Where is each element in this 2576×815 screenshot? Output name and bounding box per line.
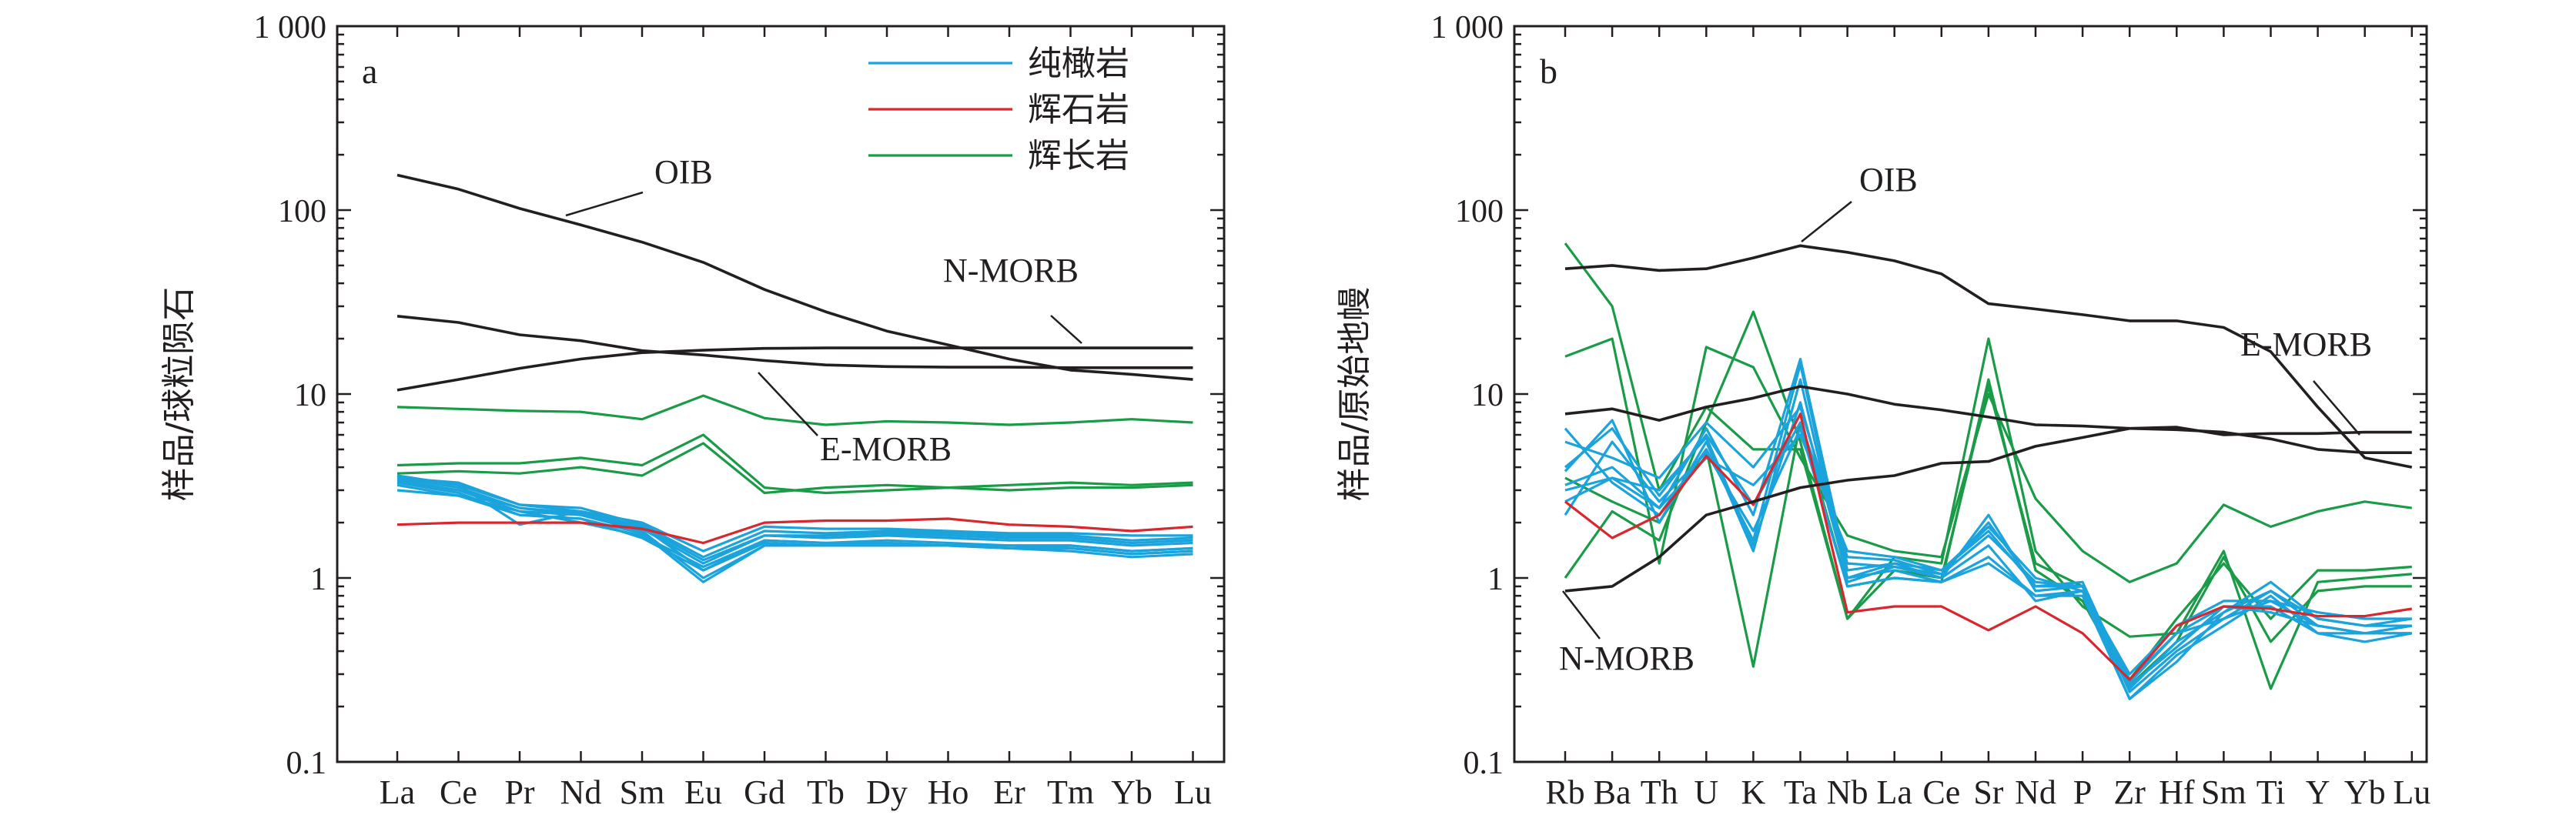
x-tick-label: La [380,773,415,811]
x-tick-label: K [1741,773,1766,811]
x-tick-label: Eu [684,773,722,811]
y-tick-label: 1 000 [1431,10,1504,45]
leader-line-n-morb [1050,315,1082,344]
x-tick-label: Pr [504,773,534,811]
y-tick-label: 1 000 [254,10,327,45]
reference-label-n-morb: N-MORB [943,252,1079,289]
reference-label-n-morb: N-MORB [1559,640,1694,677]
series-line-dunite-1 [396,479,1193,580]
panel-label: b [1540,52,1557,91]
y-tick-label: 1 [310,562,326,597]
reference-line-oib [1564,244,2413,469]
y-tick-label: 10 [1471,378,1504,413]
legend-label: 纯橄岩 [1028,44,1129,83]
x-tick-label: Th [1641,773,1678,811]
reference-label-oib: OIB [1859,161,1918,199]
x-tick-label: Rb [1545,773,1584,811]
reference-label-e-morb: E-MORB [820,430,952,468]
y-tick-label: 1 [1487,562,1504,597]
x-tick-label: Lu [1174,773,1212,811]
series-line-gabbro-12 [396,442,1193,495]
reference-line-e-morb [1564,385,2412,455]
x-tick-label: Ce [1922,773,1960,811]
y-axis-label: 样品/原始地幔 [1335,287,1374,502]
x-tick-label: Yb [2344,773,2386,811]
y-tick-label: 100 [278,194,326,229]
reference-line-n-morb [1564,426,2412,593]
x-tick-label: P [2073,773,2092,811]
panel-b-spider-chart: 0.1 1 10 100 1 000 Rb Ba Th U K Ta Nb La Ce Sr Nd P Zr Hf S… [1335,10,2430,811]
x-tick-label: Sm [2201,773,2246,811]
x-tick-label: Ta [1784,773,1817,811]
x-tick-label: Sr [1973,773,2003,811]
leader-line-oib [565,191,644,217]
series-line-dunite-5 [1564,421,2413,681]
y-tick-label: 0.1 [1464,746,1504,781]
reference-line-n-morb [396,346,1193,392]
x-tick-label: La [1876,773,1912,811]
x-tick-label: Tm [1047,773,1094,811]
x-tick-label: Nd [560,773,602,811]
x-tick-label: Nd [2015,773,2056,811]
x-tick-label: Ba [1594,773,1631,811]
series-line-dunite-1 [1564,378,2412,700]
x-tick-label: Er [993,773,1025,811]
x-tick-label: Sm [620,773,665,811]
reference-label-e-morb: E-MORB [2240,326,2372,363]
legend-label: 辉石岩 [1028,90,1129,129]
x-tick-label: Ce [440,773,477,811]
series-line-dunite-5 [396,483,1193,569]
x-tick-label: U [1694,773,1718,811]
reference-line-e-morb [396,315,1193,369]
series-line-pyroxenite-8 [1564,413,2413,681]
x-tick-label: Tb [807,773,845,811]
x-tick-label: Y [2306,773,2330,811]
y-axis-label: 样品/球粒陨石 [159,287,199,502]
series-line-dunite-7 [1564,406,2412,684]
series-line-dunite-6 [396,489,1193,572]
leader-line-n-morb [1562,590,1601,640]
panel-label: a [362,52,377,91]
x-tick-label: Zr [2113,773,2146,811]
x-tick-label: Hf [2159,773,2195,811]
series-line-dunite-4 [396,476,1193,559]
series-line-dunite-8 [396,481,1193,562]
x-tick-label: Ho [928,773,969,811]
leader-line-oib [1801,201,1852,242]
series-line-dunite-2 [1564,357,2413,687]
y-tick-label: 0.1 [286,746,327,781]
leader-line-e-morb [758,372,818,436]
series-line-gabbro-11 [396,433,1193,495]
x-tick-label: Yb [1111,773,1153,811]
legend-label: 辉长岩 [1028,136,1129,175]
series-line-gabbro-10 [1564,337,2413,583]
series-line-dunite-4 [1564,401,2413,700]
y-tick-label: 10 [294,378,326,413]
series-line-gabbro-10 [396,394,1193,426]
y-tick-label: 100 [1455,194,1504,229]
leader-line-e-morb [2313,380,2360,436]
panel-a-ree-chart: 0.1 1 10 100 1 000 La Ce Pr Nd Sm Eu Gd Tb Dy Ho Er Tm Yb… [159,10,1226,811]
x-tick-label: Nb [1827,773,1868,811]
x-tick-label: Dy [866,773,908,811]
x-tick-label: Ti [2257,773,2286,811]
x-tick-label: Gd [744,773,785,811]
x-tick-label: Lu [2393,773,2430,811]
reference-label-oib: OIB [654,153,713,191]
series-line-pyroxenite-9 [396,517,1193,545]
